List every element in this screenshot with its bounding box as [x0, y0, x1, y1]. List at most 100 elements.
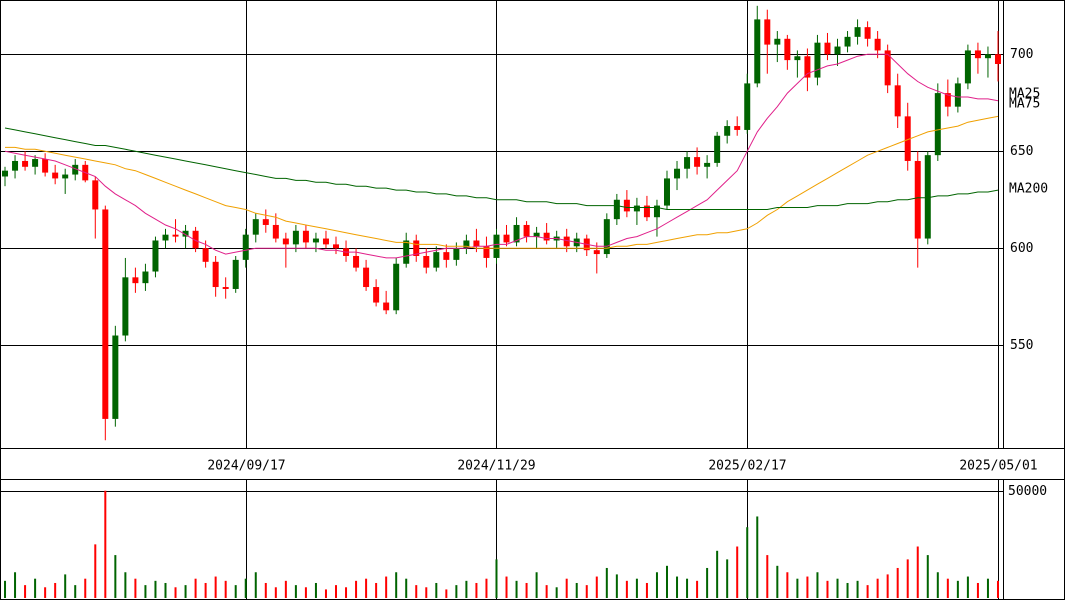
candle-body [904, 116, 911, 161]
candle-body [984, 54, 991, 59]
volume-bar [385, 576, 388, 598]
candle-body [282, 238, 289, 245]
volume-bar [866, 585, 869, 598]
candle-body [844, 36, 851, 47]
y-tick-label: 600 [1010, 241, 1033, 256]
candle-body [694, 157, 701, 167]
volume-bar [124, 572, 127, 598]
volume-bar [465, 580, 468, 598]
candle-body [473, 240, 480, 247]
volume-bar [766, 555, 769, 598]
volume-bar [555, 587, 558, 598]
candle-body [744, 83, 751, 130]
candle-body [102, 209, 109, 419]
volume-bar [355, 580, 358, 598]
volume-bar [565, 578, 568, 598]
candle-body [413, 240, 420, 256]
volume-bar [304, 587, 307, 598]
candle-body [543, 232, 550, 241]
volume-bar [635, 578, 638, 598]
candle-body [924, 155, 931, 239]
candle-body [302, 230, 309, 243]
ma-line [4, 127, 999, 210]
candle-body [493, 234, 500, 258]
volume-bar [4, 580, 7, 598]
candle-body [212, 261, 219, 288]
volume-bar [495, 559, 498, 598]
volume-bar [896, 567, 899, 598]
candle-body [222, 287, 229, 289]
volume-bar [24, 585, 27, 598]
volume-bar [605, 567, 608, 598]
volume-bar [676, 576, 679, 598]
candle-body [132, 277, 139, 284]
volume-bar [244, 578, 247, 598]
volume-bar [686, 578, 689, 598]
candle-body [182, 230, 189, 237]
volume-bar [274, 587, 277, 598]
volume-bar [314, 582, 317, 598]
volume-bar [114, 555, 117, 598]
volume-bar [254, 572, 257, 598]
legend-label: MA75 [1009, 97, 1040, 112]
volume-bar [846, 582, 849, 598]
candle-body [292, 230, 299, 245]
volume-bar [776, 565, 779, 598]
volume-bar [34, 578, 37, 598]
volume-bar [54, 582, 57, 598]
candle-body [714, 135, 721, 163]
candle-body [513, 224, 520, 243]
volume-bar [916, 546, 919, 598]
volume-bar [976, 582, 979, 598]
volume-bar [324, 589, 327, 598]
volume-bar [655, 572, 658, 598]
candle-body [312, 238, 319, 243]
candle-body [423, 256, 430, 268]
volume-bar [545, 585, 548, 598]
volume-bar [826, 580, 829, 598]
candle-body [994, 54, 1001, 64]
volume-bar [796, 578, 799, 598]
candle-body [12, 160, 19, 171]
candle-body [202, 248, 209, 262]
volume-bar [184, 585, 187, 598]
volume-bar [936, 572, 939, 598]
candle-body [2, 170, 9, 177]
volume-bar [926, 555, 929, 598]
candle-body [322, 238, 329, 245]
volume-bar [505, 576, 508, 598]
candle-body [523, 224, 530, 237]
candle-body [403, 240, 410, 264]
volume-bar [906, 559, 909, 598]
volume-bar [575, 582, 578, 598]
candle-body [72, 164, 79, 175]
candle-body [483, 246, 490, 258]
candle-body [764, 19, 771, 45]
candle-body [272, 224, 279, 239]
candle-body [62, 174, 69, 179]
candle-body [643, 205, 650, 218]
candle-body [774, 38, 781, 45]
volume-bar [64, 574, 67, 598]
candle-body [373, 287, 380, 303]
candle-body [914, 160, 921, 239]
volume-bar [94, 544, 97, 598]
y-tick-label: 550 [1010, 338, 1033, 353]
candle-body [704, 162, 711, 167]
volume-bar [786, 572, 789, 598]
candle-body [894, 85, 901, 117]
candle-body [353, 256, 360, 268]
volume-bar [726, 559, 729, 598]
candle-body [884, 50, 891, 86]
volume-bar [455, 585, 458, 598]
volume-bar [174, 587, 177, 598]
legend-label: MA25 [1009, 87, 1040, 102]
volume-bar [475, 582, 478, 598]
ma-line [5, 115, 999, 249]
legend-label: MA200 [1009, 182, 1048, 197]
volume-bar [214, 576, 217, 598]
candle-body [383, 302, 390, 311]
volume-bar [816, 572, 819, 598]
candle-body [92, 180, 99, 210]
volume-bar [395, 572, 398, 598]
